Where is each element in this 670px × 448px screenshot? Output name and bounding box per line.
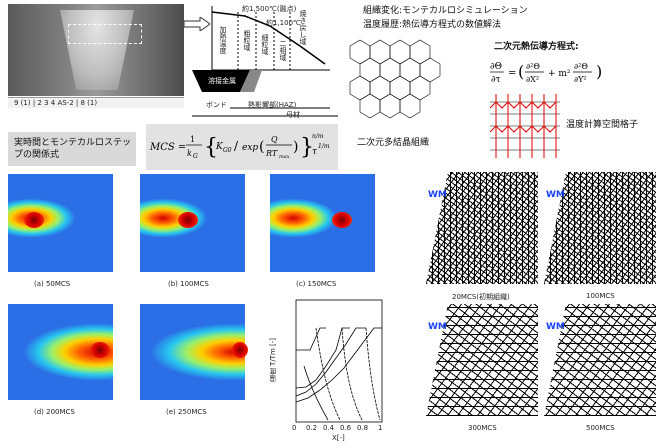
svg-text:1/m: 1/m bbox=[318, 143, 330, 150]
microstructure-20mcs: WM bbox=[426, 172, 538, 284]
svg-text:K: K bbox=[215, 142, 224, 152]
label-two-phase: 二相域 bbox=[279, 40, 287, 61]
microstructure-300mcs: WM bbox=[426, 304, 538, 416]
svg-text:(: ( bbox=[518, 62, 524, 81]
svg-text:MCS =: MCS = bbox=[149, 142, 186, 153]
microstructure-caption-500: 500MCS bbox=[586, 424, 615, 432]
grain-caption: 二次元多結晶組織 bbox=[357, 138, 430, 148]
svg-text:∂²Θ: ∂²Θ bbox=[526, 62, 540, 71]
heat-eq-title: 二次元熱伝導方程式: bbox=[494, 42, 579, 52]
microstructure-500mcs: WM bbox=[544, 304, 656, 416]
sim-title-line1: 組織変化:モンテカルロシミュレーション bbox=[363, 6, 528, 16]
svg-text:(: ( bbox=[259, 139, 264, 155]
label-haz: 熱影響部(HAZ) bbox=[248, 101, 297, 109]
heatmap-d bbox=[8, 304, 113, 400]
svg-text:RT: RT bbox=[265, 149, 278, 158]
relation-label-box: 実時間とモンテカルロステップの関係式 bbox=[8, 132, 136, 166]
wm-tag: WM bbox=[428, 190, 447, 200]
relation-label: 実時間とモンテカルロステップの関係式 bbox=[14, 138, 132, 160]
heatmap-caption-a: (a) 50MCS bbox=[34, 280, 71, 288]
svg-text:G0: G0 bbox=[223, 147, 232, 154]
heat-equation: ∂Θ ∂τ = ( ∂²Θ ∂X² + m² ∂²Θ ∂Y² ) bbox=[488, 58, 638, 88]
wm-tag: WM bbox=[546, 190, 565, 200]
heatmap-a bbox=[8, 174, 113, 272]
xtick: 0.8 bbox=[357, 424, 369, 432]
svg-text:∂²Θ: ∂²Θ bbox=[574, 62, 588, 71]
heatmap-caption-b: (b) 100MCS bbox=[168, 280, 209, 288]
heatmap-b bbox=[140, 174, 245, 272]
svg-text:{: { bbox=[204, 135, 218, 160]
label-base-metal: 母材 bbox=[286, 111, 300, 119]
svg-text:max: max bbox=[279, 154, 290, 160]
heatmap-caption-c: (c) 150MCS bbox=[296, 280, 337, 288]
grain-structure bbox=[340, 38, 450, 132]
heatmap-e bbox=[140, 304, 248, 400]
arrow-icon bbox=[183, 16, 211, 32]
svg-text:G: G bbox=[193, 153, 198, 160]
xtick: 1 bbox=[378, 424, 383, 432]
xtick: 0.4 bbox=[323, 424, 335, 432]
microstructure-100mcs: WM bbox=[544, 172, 656, 284]
photo-highlight-box bbox=[68, 24, 142, 44]
ruler-label: 9 (1) | 2 3 4 AS-2 | 8 (1) bbox=[14, 99, 98, 107]
microstructure-caption-100: 100MCS bbox=[586, 292, 615, 300]
label-fine: 細粒域 bbox=[261, 34, 269, 55]
label-heating-temp: 加熱温度 bbox=[219, 26, 227, 54]
plot-xlabel: X[-] bbox=[332, 434, 345, 442]
svg-text:}: } bbox=[300, 135, 314, 160]
svg-text:τ: τ bbox=[312, 147, 318, 157]
svg-text:Q: Q bbox=[271, 135, 278, 144]
svg-text:1: 1 bbox=[190, 135, 195, 144]
temperature-grid bbox=[489, 94, 560, 158]
svg-text:∂X²: ∂X² bbox=[526, 75, 539, 84]
heatmap-caption-e: (e) 250MCS bbox=[166, 408, 207, 416]
xtick: 0.6 bbox=[340, 424, 352, 432]
svg-text:+ m²: + m² bbox=[548, 69, 571, 79]
mcs-formula-box: MCS = 1 k G { K G0 / exp ( Q RT max ) } … bbox=[146, 124, 338, 170]
label-temper: 焼き戻し域 bbox=[299, 10, 307, 45]
xtick: 0.2 bbox=[306, 424, 318, 432]
label-melting-temp: 約1,500℃(融点) bbox=[242, 5, 297, 13]
svg-text:∂Y²: ∂Y² bbox=[574, 75, 587, 84]
ruler-strip: 9 (1) | 2 3 4 AS-2 | 8 (1) bbox=[8, 97, 184, 108]
svg-text:n/m: n/m bbox=[312, 133, 324, 140]
label-coarse: 粗粒域 bbox=[243, 30, 251, 51]
svg-text:exp: exp bbox=[242, 143, 258, 153]
microstructure-caption-20: 20MCS(初期組織) bbox=[452, 293, 510, 301]
temperature-plot: 温度 T/Tm [-] 0 0.2 0.4 0.6 0.8 1 X[-] bbox=[269, 296, 388, 444]
wm-tag: WM bbox=[428, 322, 447, 332]
svg-text:∂Θ: ∂Θ bbox=[490, 62, 502, 72]
microstructure-caption-300: 300MCS bbox=[468, 424, 497, 432]
svg-text:∂τ: ∂τ bbox=[491, 75, 501, 85]
svg-text:): ) bbox=[293, 139, 298, 155]
svg-text:/: / bbox=[234, 139, 239, 153]
grid-caption: 温度計算空間格子 bbox=[566, 120, 639, 130]
sim-title-line2: 温度履歴:熱伝導方程式の数値解法 bbox=[363, 20, 502, 30]
svg-text:): ) bbox=[596, 62, 602, 81]
svg-text:k: k bbox=[187, 149, 192, 158]
heatmap-caption-d: (d) 200MCS bbox=[34, 408, 75, 416]
label-bond: ボンド bbox=[206, 101, 227, 109]
heatmap-c bbox=[270, 174, 375, 272]
label-weld-metal: 溶接金属 bbox=[208, 77, 236, 85]
label-1100: 約1,100℃ bbox=[266, 19, 301, 27]
haz-diagram: 約1,500℃(融点) 約1,100℃ 加熱温度 粗粒域 細粒域 二相域 焼き戻… bbox=[190, 4, 340, 122]
plot-ylabel: 温度 T/Tm [-] bbox=[269, 338, 277, 383]
weld-bead bbox=[60, 10, 134, 90]
xtick: 0 bbox=[292, 424, 297, 432]
weld-photo bbox=[8, 4, 184, 96]
svg-text:=: = bbox=[508, 68, 516, 79]
wm-tag: WM bbox=[546, 322, 565, 332]
